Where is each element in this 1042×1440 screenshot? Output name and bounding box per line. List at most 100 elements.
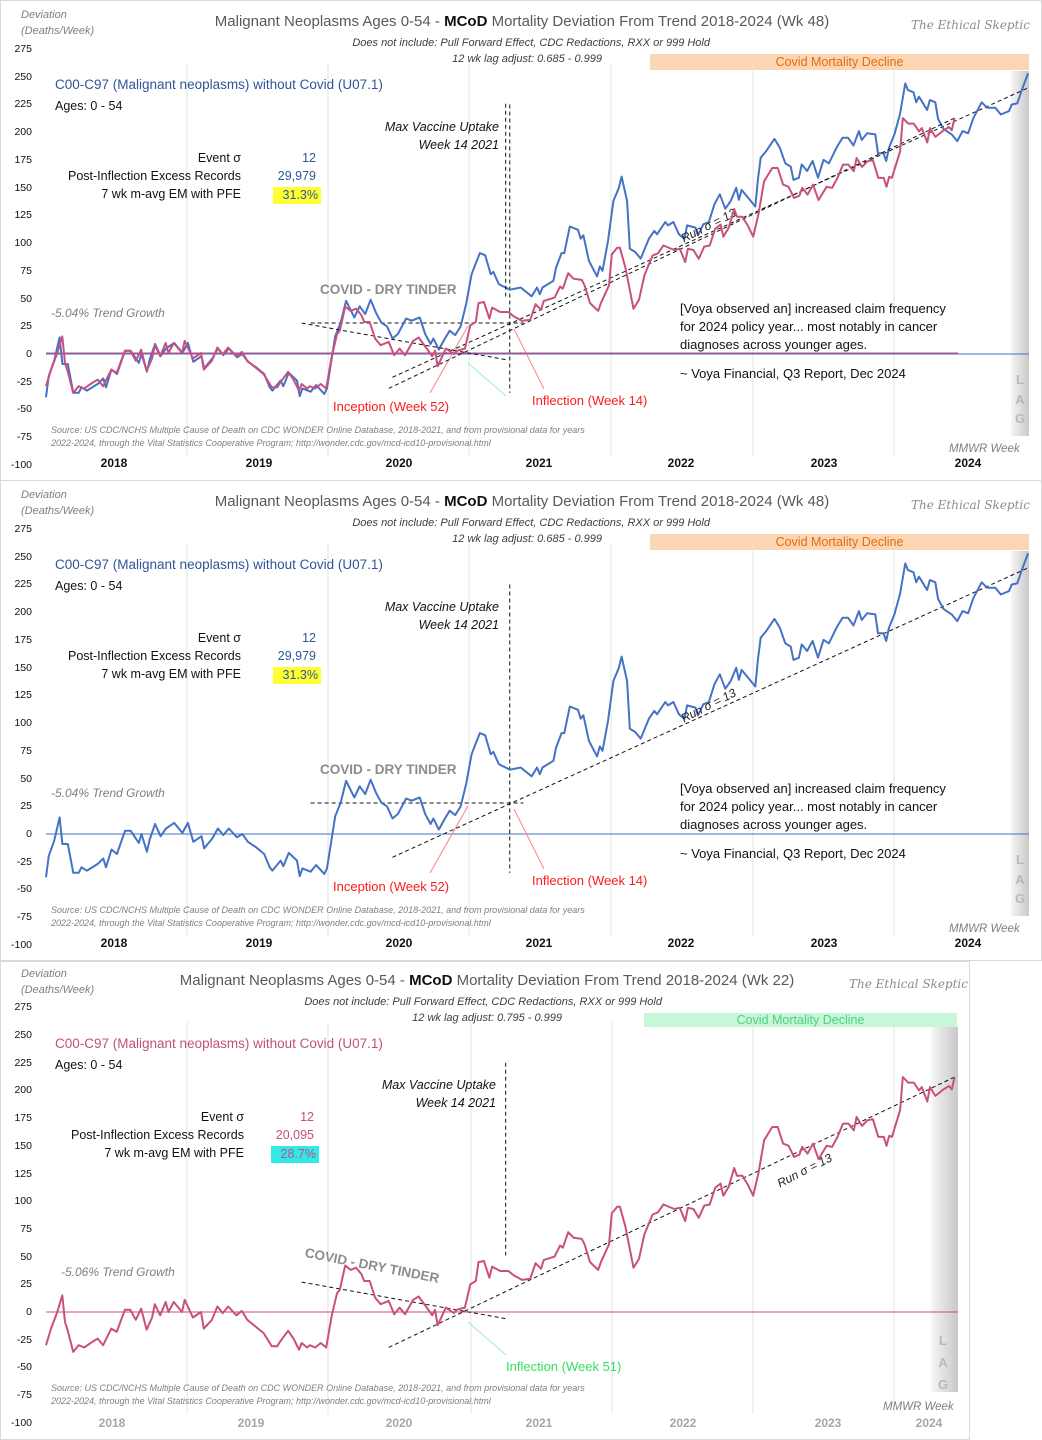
chart-title-bold: MCoD [444, 493, 488, 510]
x-tick-label: 2022 [667, 456, 695, 470]
stat-value: 12 [300, 1110, 314, 1124]
ages-label: Ages: 0 - 54 [55, 579, 123, 593]
subtitle-exclusions: Does not include: Pull Forward Effect, C… [352, 517, 710, 529]
chart-title-bold: MCoD [409, 972, 453, 989]
trend-growth-label: -5.04% Trend Growth [51, 786, 165, 800]
max-vaccine-uptake-label: Max Vaccine Uptake [384, 600, 499, 614]
annotation-pointer [467, 362, 507, 397]
chart-title-pre: Malignant Neoplasms Ages 0-54 - [214, 13, 445, 30]
y-tick-label: -75 [16, 911, 32, 924]
chart-layer-wk22: Covid Mortality Decline 275 250 225 200 175 15… [1, 962, 969, 1439]
x-tick-label: 2024 [954, 936, 982, 950]
x-tick-label: 2021 [525, 936, 553, 950]
stat-label: Post-Inflection Excess Records [68, 649, 241, 663]
series-line [45, 553, 1030, 878]
stat-label: 7 wk m-avg EM with PFE [101, 667, 241, 681]
band-label: Covid Mortality Decline [775, 535, 904, 549]
subtitle-lag-adjust: 12 wk lag adjust: 0.685 - 0.999 [452, 53, 602, 65]
lag-letter: L [1016, 372, 1024, 387]
lag-letter: G [1014, 411, 1026, 426]
covid-mortality-decline-band: Covid Mortality Decline [644, 1013, 957, 1027]
series-line [45, 1076, 956, 1353]
stat-label: Event σ [197, 151, 241, 165]
y-tick-label: -100 [10, 458, 32, 471]
stat-value: 12 [302, 631, 316, 645]
source-note: Source: US CDC/NCHS Multiple Cause of De… [51, 1383, 585, 1393]
trend-growth-label: -5.06% Trend Growth [61, 1265, 175, 1279]
trend-line-run-trend [392, 567, 1029, 858]
source-note: Source: US CDC/NCHS Multiple Cause of De… [51, 425, 585, 435]
x-tick-label: 2024 [915, 1416, 943, 1430]
y-tick-label: 100 [14, 717, 32, 730]
y-tick-label: -25 [16, 375, 32, 388]
y-axis-label-unit: (Deaths/Week) [21, 505, 95, 517]
voya-quote-line: for 2024 policy year... most notably in … [680, 319, 938, 334]
stat-label: 7 wk m-avg EM with PFE [101, 187, 241, 201]
series-label: C00-C97 (Malignant neoplasms) without Co… [55, 557, 383, 572]
chart-title-pre: Malignant Neoplasms Ages 0-54 - [214, 493, 445, 510]
voya-quote-line: [Voya observed an] increased claim frequ… [680, 781, 946, 796]
max-vaccine-uptake-label: Max Vaccine Uptake [384, 120, 499, 134]
y-tick-label: 100 [14, 237, 32, 250]
stat-value: 31.3% [273, 667, 321, 684]
band-label: Covid Mortality Decline [775, 55, 904, 69]
y-tick-label: 200 [14, 1084, 32, 1097]
overlay-layer-wk22-lines [1, 3, 971, 480]
x-axis-label: MMWR Week [949, 443, 1020, 455]
chart-title: Malignant Neoplasms Ages 0-54 - MCoD Mor… [180, 973, 794, 988]
annotation-pointer [429, 805, 469, 874]
y-tick-label: 0 [26, 828, 32, 840]
y-tick-label: 125 [14, 209, 32, 222]
covid-mortality-decline-band: Covid Mortality Decline [650, 54, 1029, 70]
chart-title-post: Mortality Deviation From Trend 2018-2024… [487, 493, 830, 510]
inflection-label: Inflection (Week 14) [532, 873, 648, 888]
overlay-layer-wk48: Covid Mortality Decline 275 250 225 200 175 15… [1, 1, 1041, 480]
y-tick-label: 275 [14, 1001, 32, 1014]
y-tick-label: 225 [14, 578, 32, 591]
stat-label: Post-Inflection Excess Records [68, 169, 241, 183]
x-axis-label: MMWR Week [883, 1401, 954, 1413]
x-tick-label: 2021 [525, 1416, 553, 1430]
max-vaccine-week-label: Week 14 2021 [418, 138, 499, 152]
y-tick-label: 200 [14, 126, 32, 139]
trend-line-run-trend [388, 1076, 955, 1348]
x-axis-label: MMWR Week [949, 923, 1020, 935]
voya-quote-line: for 2024 policy year... most notably in … [680, 799, 938, 814]
subtitle-exclusions: Does not include: Pull Forward Effect, C… [352, 37, 710, 49]
lag-letter: A [938, 1355, 948, 1370]
inception-label: Inception (Week 52) [333, 399, 450, 414]
y-tick-label: 25 [20, 800, 32, 813]
y-tick-label: 50 [20, 292, 32, 305]
chart-panel-wk22: Covid Mortality Decline 275 250 225 200 175 15… [0, 961, 970, 1440]
x-tick-label: 2024 [954, 456, 982, 470]
trend-growth-label: -5.04% Trend Growth [51, 306, 165, 320]
lag-region [1011, 551, 1029, 916]
stat-label: Post-Inflection Excess Records [71, 1128, 244, 1142]
max-vaccine-uptake-label: Max Vaccine Uptake [381, 1078, 496, 1092]
stat-label: 7 wk m-avg EM with PFE [104, 1146, 244, 1160]
stat-value: 29,979 [277, 649, 316, 663]
y-tick-label: 100 [14, 1195, 32, 1208]
series-label: C00-C97 (Malignant neoplasms) without Co… [55, 1036, 383, 1051]
x-tick-label: 2019 [237, 1416, 265, 1430]
x-tick-label: 2018 [98, 1416, 126, 1430]
y-tick-label: 50 [20, 772, 32, 785]
source-note: 2022-2024, through the Vital Statistics … [51, 1396, 491, 1406]
chart-plot-area [45, 1022, 958, 1414]
y-axis-label: Deviation [21, 489, 67, 501]
stat-value: 12 [302, 151, 316, 165]
dry-tinder-label: COVID - DRY TINDER [320, 762, 457, 777]
inflection-label: Inflection (Week 14) [532, 393, 648, 408]
voya-quote-attribution: ~ Voya Financial, Q3 Report, Dec 2024 [680, 366, 906, 381]
source-note: 2022-2024, through the Vital Statistics … [51, 918, 491, 928]
x-tick-label: 2023 [810, 456, 838, 470]
x-tick-label: 2022 [667, 936, 695, 950]
stat-label: Event σ [197, 631, 241, 645]
y-tick-label: 225 [14, 1056, 32, 1069]
y-tick-label: 150 [14, 1139, 32, 1152]
subtitle-exclusions: Does not include: Pull Forward Effect, C… [304, 996, 662, 1008]
x-tick-label: 2018 [100, 456, 128, 470]
y-tick-label: 25 [20, 320, 32, 333]
y-tick-label: -50 [16, 403, 32, 416]
lag-letter: A [1015, 392, 1025, 407]
